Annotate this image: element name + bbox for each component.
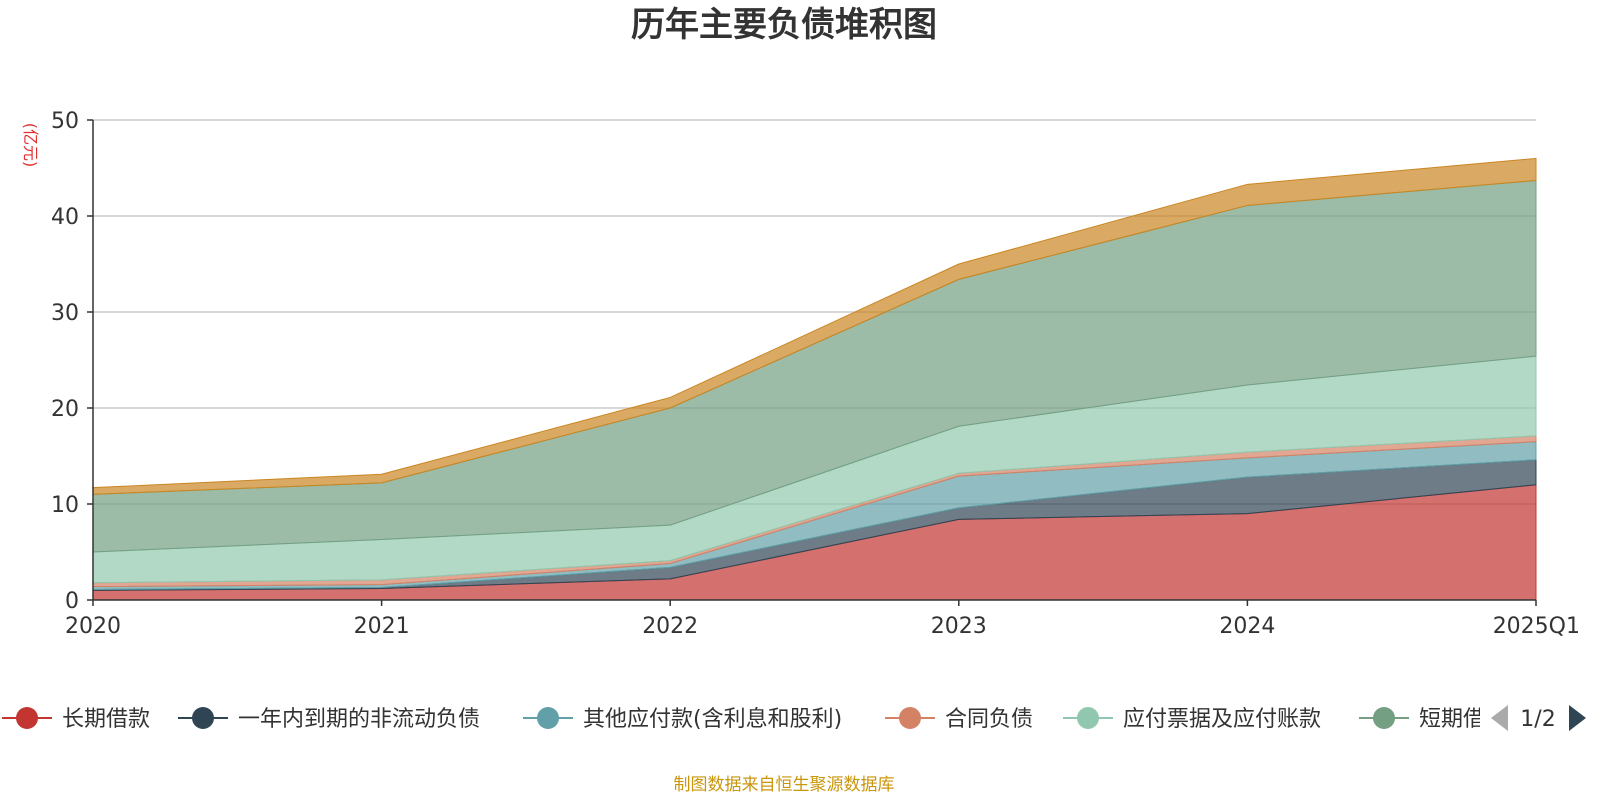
legend-label: 长期借款 bbox=[62, 707, 150, 732]
legend-marker bbox=[16, 707, 38, 729]
legend-next-icon[interactable] bbox=[1569, 705, 1586, 731]
y-tick-label: 30 bbox=[51, 301, 79, 326]
legend-item[interactable]: 一年内到期的非流动负债 bbox=[178, 707, 480, 732]
x-tick-label: 2023 bbox=[931, 614, 987, 639]
area-series-6 bbox=[92, 157, 1537, 495]
x-tick-label: 2022 bbox=[642, 614, 698, 639]
y-tick-label: 0 bbox=[65, 589, 79, 614]
source-note: 制图数据来自恒生聚源数据库 bbox=[674, 775, 895, 795]
legend-item[interactable]: 其他应付款(含利息和股利) bbox=[523, 707, 842, 732]
y-axis-unit: (亿元) bbox=[21, 123, 40, 168]
legend-pager[interactable]: 1/2 bbox=[1491, 705, 1586, 732]
legend-marker bbox=[899, 707, 921, 729]
legend-label: 短期借 bbox=[1419, 707, 1485, 732]
chart-title: 历年主要负债堆积图 bbox=[631, 5, 937, 45]
y-tick-label: 10 bbox=[51, 493, 79, 518]
y-tick-label: 20 bbox=[51, 397, 79, 422]
x-tick-label: 2021 bbox=[354, 614, 410, 639]
legend-marker bbox=[1077, 707, 1099, 729]
legend-label: 合同负债 bbox=[945, 707, 1033, 732]
stacked-areas bbox=[92, 157, 1537, 601]
legend-marker bbox=[537, 707, 559, 729]
legend-marker bbox=[192, 707, 214, 729]
legend-label: 应付票据及应付账款 bbox=[1123, 707, 1321, 732]
legend-label: 其他应付款(含利息和股利) bbox=[583, 707, 842, 732]
legend-item[interactable]: 合同负债 bbox=[885, 707, 1033, 732]
legend-item[interactable]: 应付票据及应付账款 bbox=[1063, 707, 1321, 732]
legend-item[interactable]: 短期借 bbox=[1359, 707, 1485, 732]
legend-marker bbox=[1373, 707, 1395, 729]
axes: 0 10 20 30 40 50 2020 2021 2022 2023 2024 2025Q1 bbox=[51, 109, 1580, 639]
legend-items[interactable]: 长期借款 一年内到期的非流动负债 其他应付款(含利息和股利) 合同负债 应付票据及应付账… bbox=[2, 707, 1485, 732]
y-tick-label: 50 bbox=[51, 109, 79, 134]
legend-item[interactable]: 长期借款 bbox=[2, 707, 150, 732]
x-tick-label: 2020 bbox=[65, 614, 121, 639]
x-tick-label: 2025Q1 bbox=[1493, 614, 1580, 639]
legend-label: 一年内到期的非流动负债 bbox=[238, 707, 480, 732]
legend-page-indicator: 1/2 bbox=[1520, 707, 1555, 732]
x-tick-label: 2024 bbox=[1219, 614, 1275, 639]
legend-prev-icon[interactable] bbox=[1491, 705, 1508, 731]
legend[interactable]: 长期借款 一年内到期的非流动负债 其他应付款(含利息和股利) 合同负债 应付票据及应付账… bbox=[2, 707, 1485, 732]
y-tick-label: 40 bbox=[51, 205, 79, 230]
